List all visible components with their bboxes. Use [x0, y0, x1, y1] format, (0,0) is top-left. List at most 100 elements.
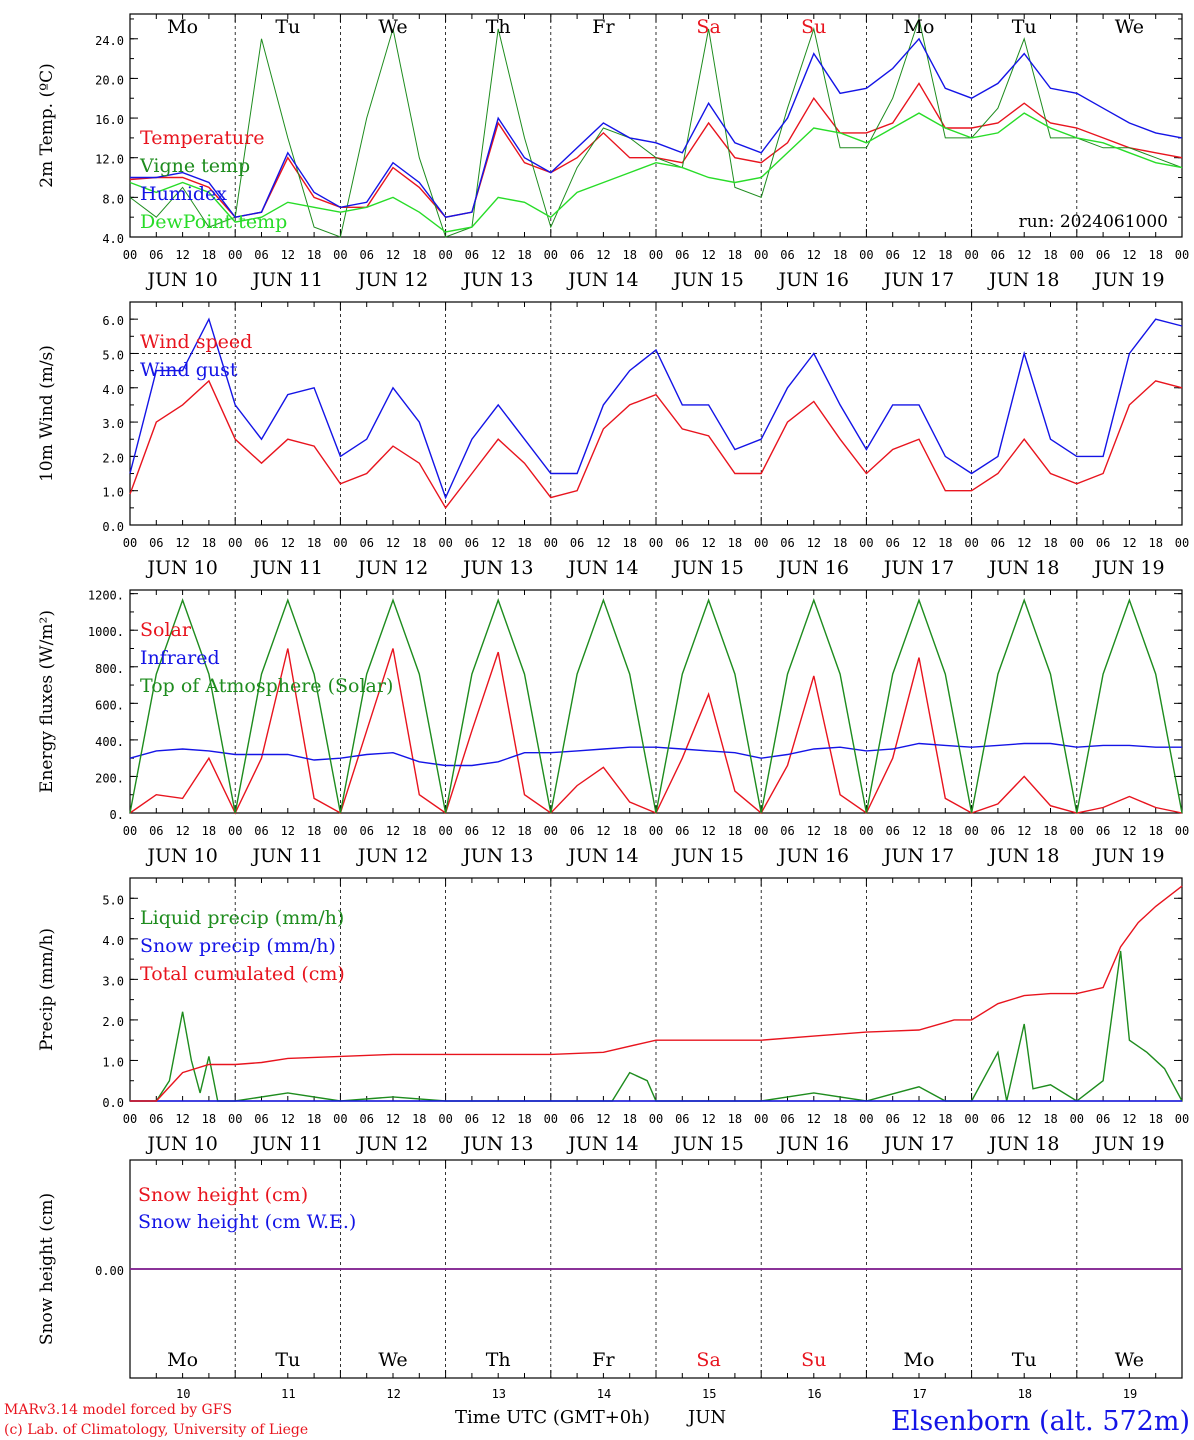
x-tick-label: 06	[465, 536, 479, 550]
x-tick-label: 12	[701, 1112, 715, 1126]
x-tick-label: 12	[807, 248, 821, 262]
plot-frame	[129, 301, 1183, 526]
day-number-label: 11	[281, 1387, 295, 1401]
x-tick-label: 12	[175, 536, 189, 550]
x-tick-label: 06	[675, 824, 689, 838]
y-tick-label: 16.0	[95, 113, 124, 127]
x-tick-label: 06	[359, 824, 373, 838]
legend-item: Wind gust	[140, 359, 238, 381]
x-tick-label: 12	[1122, 536, 1136, 550]
x-tick-label: 18	[1148, 1112, 1162, 1126]
x-tick-label: 06	[570, 248, 584, 262]
x-tick-label: 06	[885, 248, 899, 262]
y-tick-label: 2.0	[102, 1015, 124, 1029]
legend-item: Humidex	[140, 183, 227, 205]
x-tick-label: 06	[1096, 824, 1110, 838]
y-tick-label: 0.00	[95, 1264, 124, 1278]
x-tick-label: 18	[1148, 824, 1162, 838]
day-label: JUN 13	[461, 1133, 533, 1155]
x-tick-label: 12	[596, 1112, 610, 1126]
x-tick-label: 18	[202, 536, 216, 550]
x-tick-label: 18	[833, 536, 847, 550]
x-tick-label: 00	[1070, 1112, 1084, 1126]
x-tick-label: 06	[465, 824, 479, 838]
x-tick-label: 00	[859, 1112, 873, 1126]
x-tick-label: 12	[1122, 824, 1136, 838]
x-tick-label: 00	[964, 248, 978, 262]
x-tick-label: 12	[1017, 824, 1031, 838]
legend-item: Snow height (cm)	[138, 1184, 308, 1206]
panel-temp: 4.0 8.0 12.0 16.0 20.0 24.0 2m Temp. (ºC) Tempe…	[37, 13, 1189, 291]
weekday-label: Sa	[696, 1349, 720, 1371]
day-label: JUN 18	[987, 269, 1059, 291]
x-tick-label: 12	[912, 824, 926, 838]
day-label: JUN 14	[566, 845, 638, 867]
x-tick-label: 06	[570, 824, 584, 838]
y-tick-label: 400.	[95, 735, 124, 749]
panel-wind: 0.0 1.0 2.0 3.0 4.0 5.0 6.0 10m Wind (m/s) Wind …	[37, 301, 1189, 579]
x-tick-label: 12	[1017, 248, 1031, 262]
x-tick-label: 12	[386, 248, 400, 262]
x-tick-label: 06	[780, 248, 794, 262]
y-tick-label: 0.	[110, 808, 124, 822]
weekday-label: Tu	[275, 16, 300, 38]
day-label: JUN 17	[882, 845, 954, 867]
day-label: JUN 14	[566, 269, 638, 291]
x-tick-label: 12	[1122, 248, 1136, 262]
x-tick-label: 12	[701, 536, 715, 550]
x-tick-label: 06	[991, 248, 1005, 262]
day-number-label: 13	[492, 1387, 506, 1401]
x-tick-label: 00	[754, 248, 768, 262]
day-label: JUN 10	[145, 1133, 217, 1155]
copyright: (c) Lab. of Climatology, University of L…	[4, 1422, 308, 1438]
weekday-label: Tu	[275, 1349, 300, 1371]
x-tick-label: 12	[386, 536, 400, 550]
day-label: JUN 12	[356, 845, 428, 867]
x-tick-label: 00	[228, 536, 242, 550]
x-tick-label: 18	[412, 1112, 426, 1126]
day-label: JUN 16	[777, 1133, 849, 1155]
weekday-label: Fr	[592, 16, 615, 38]
day-number-label: 15	[702, 1387, 716, 1401]
x-tick-label: 06	[675, 1112, 689, 1126]
x-tick-label: 18	[938, 824, 952, 838]
x-tick-label: 12	[175, 1112, 189, 1126]
x-tick-label: 18	[412, 824, 426, 838]
day-label: JUN 15	[671, 269, 743, 291]
x-tick-label: 12	[596, 248, 610, 262]
day-label: JUN 18	[987, 845, 1059, 867]
weekday-label: Su	[801, 1349, 826, 1371]
x-tick-label: 00	[1175, 1112, 1189, 1126]
x-tick-label: 12	[912, 1112, 926, 1126]
x-tick-label: 00	[123, 824, 137, 838]
day-label: JUN 10	[145, 269, 217, 291]
weekday-label: We	[1115, 16, 1144, 38]
day-label: JUN 13	[461, 845, 533, 867]
day-label: JUN 12	[356, 1133, 428, 1155]
panel-energy: 0. 200. 400. 600. 800. 1000. 1200. Energy fluxe…	[37, 589, 1189, 867]
x-tick-label: 06	[1096, 536, 1110, 550]
y-tick-label: 1.0	[102, 486, 124, 500]
series-line-wind-gust	[129, 317, 1183, 500]
legend-item: Top of Atmosphere (Solar)	[140, 675, 393, 697]
x-tick-label: 12	[912, 248, 926, 262]
x-tick-label: 00	[649, 248, 663, 262]
y-tick-label: 6.0	[102, 314, 124, 328]
x-tick-label: 18	[728, 1112, 742, 1126]
x-tick-label: 00	[859, 248, 873, 262]
x-tick-label: 00	[754, 1112, 768, 1126]
x-tick-label: 00	[859, 824, 873, 838]
x-tick-label: 06	[465, 1112, 479, 1126]
run-label: run: 2024061000	[1019, 212, 1168, 232]
series-line-top-of-atmosphere-solar-	[129, 598, 1183, 814]
day-number-label: 18	[1018, 1387, 1032, 1401]
y-tick-label: 600.	[95, 698, 124, 712]
weekday-label: Th	[486, 16, 511, 38]
y-tick-label: 0.0	[102, 1096, 124, 1110]
x-tick-label: 06	[149, 1112, 163, 1126]
x-tick-label: 00	[333, 536, 347, 550]
x-tick-label: 00	[859, 536, 873, 550]
day-number-label: 12	[386, 1387, 400, 1401]
weekday-label: Fr	[592, 1349, 615, 1371]
x-tick-label: 12	[596, 536, 610, 550]
